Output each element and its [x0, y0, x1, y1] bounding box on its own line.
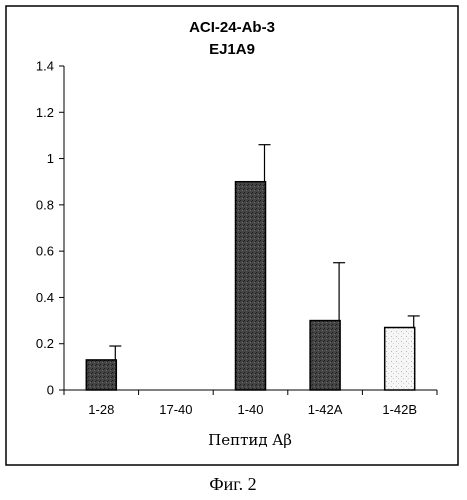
chart-frame	[6, 6, 458, 465]
bar	[385, 328, 415, 390]
chart-subtitle: EJ1A9	[209, 41, 255, 58]
y-tick-label: 0.4	[36, 290, 54, 305]
chart-title: ACI-24-Ab-3	[189, 19, 275, 36]
x-tick-label: 1-42B	[382, 402, 417, 417]
x-tick-label: 1-40	[237, 402, 263, 417]
y-tick-label: 0.8	[36, 197, 54, 212]
x-axis-label: Пептид Aβ	[208, 431, 292, 449]
y-tick-label: 0.6	[36, 244, 54, 259]
x-tick-label: 1-28	[88, 402, 114, 417]
y-tick-label: 0	[47, 383, 54, 398]
x-tick-label: 17-40	[159, 402, 192, 417]
figure-caption: Фиг. 2	[209, 474, 256, 494]
y-tick-label: 1.4	[36, 59, 54, 74]
y-tick-label: 0.2	[36, 336, 54, 351]
bar	[236, 182, 266, 390]
bar	[310, 321, 340, 390]
bar	[86, 360, 116, 390]
y-tick-label: 1.2	[36, 105, 54, 120]
y-tick-label: 1	[47, 151, 54, 166]
x-tick-label: 1-42A	[308, 402, 343, 417]
